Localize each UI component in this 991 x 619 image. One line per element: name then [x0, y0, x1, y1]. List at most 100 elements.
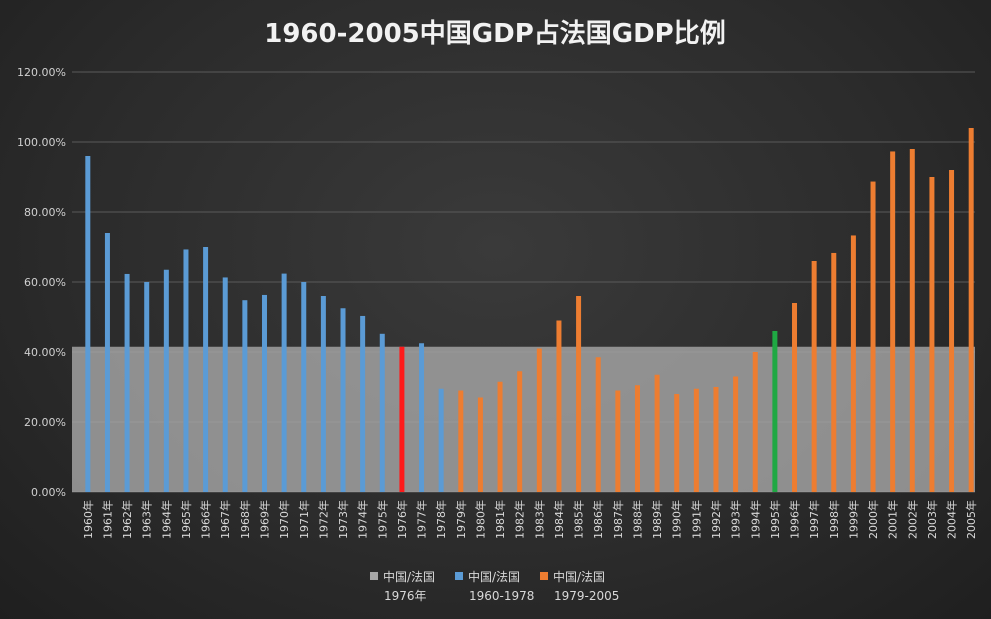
x-tick-label: 1970年: [277, 500, 291, 539]
bar-1983年: [536, 348, 542, 492]
bar-1976年: [399, 346, 405, 492]
bar-1971年: [301, 282, 307, 492]
bar-2000年: [870, 181, 876, 493]
bar-1974年: [360, 315, 366, 492]
bar-1978年: [438, 388, 444, 492]
bar-1993年: [733, 376, 739, 492]
bar-1996年: [792, 303, 798, 492]
x-tick-label: 1977年: [415, 500, 429, 539]
legend-swatch: [370, 572, 378, 580]
legend: 中国/法国 1976年 中国/法国 1960-1978 中国/法国 1979-2005: [370, 569, 619, 603]
bar-1967年: [222, 277, 228, 492]
bar-2002年: [909, 149, 915, 492]
x-tick-label: 1969年: [257, 500, 271, 539]
x-tick-label: 2002年: [905, 500, 919, 539]
x-tick-label: 1983年: [532, 500, 546, 539]
x-tick-label: 1994年: [748, 500, 762, 539]
bars: [85, 128, 974, 493]
legend-swatch: [540, 572, 548, 580]
bar-1969年: [261, 294, 267, 492]
y-tick-label: 0.00%: [31, 486, 66, 499]
x-tick-label: 2005年: [964, 500, 978, 539]
bar-1970年: [281, 273, 287, 492]
x-tick-label: 2000年: [866, 500, 880, 539]
x-tick-label: 1968年: [238, 500, 252, 539]
bar-1984年: [556, 320, 562, 492]
bar-1985年: [576, 296, 582, 492]
x-tick-label: 1982年: [513, 500, 527, 539]
x-tick-label: 1972年: [316, 500, 330, 539]
x-tick-label: 1975年: [375, 500, 389, 539]
bar-1986年: [595, 357, 601, 492]
x-axis-ticks: 1960年 1961年 1962年 1963年 1964年 1965年 1966年 1967年…: [81, 500, 978, 539]
legend-entry: 中国/法国 1960-1978: [455, 569, 534, 603]
x-tick-label: 1979年: [454, 500, 468, 539]
bar-1960年: [85, 156, 91, 492]
x-tick-label: 2003年: [925, 500, 939, 539]
x-tick-label: 1980年: [473, 500, 487, 539]
bar-1995年: [772, 331, 778, 492]
bar-1977年: [419, 343, 425, 492]
legend-label: 中国/法国: [383, 569, 435, 584]
bar-2001年: [890, 151, 896, 492]
x-tick-label: 1985年: [572, 500, 586, 539]
y-tick-label: 40.00%: [24, 346, 66, 359]
bar-1966年: [203, 247, 209, 492]
x-tick-label: 1997年: [807, 500, 821, 539]
bar-2005年: [968, 128, 974, 492]
legend-label-sub: 1976年: [384, 589, 427, 603]
x-tick-label: 1973年: [336, 500, 350, 539]
x-tick-label: 1996年: [788, 500, 802, 539]
chart-title: 1960-2005中国GDP占法国GDP比例: [264, 19, 725, 49]
bar-1964年: [163, 269, 169, 492]
bar-1980年: [477, 397, 483, 492]
bar-1992年: [713, 387, 719, 492]
legend-label-sub: 1960-1978: [469, 589, 534, 603]
x-tick-label: 1987年: [611, 500, 625, 539]
x-tick-label: 1992年: [709, 500, 723, 539]
x-tick-label: 2004年: [945, 500, 959, 539]
x-tick-label: 1961年: [100, 500, 114, 539]
bar-1975年: [379, 333, 385, 492]
x-tick-label: 1978年: [434, 500, 448, 539]
reference-area: [72, 346, 975, 492]
bar-1990年: [674, 394, 680, 492]
bar-1968年: [242, 300, 248, 492]
x-tick-label: 1984年: [552, 500, 566, 539]
bar-1988年: [634, 385, 640, 492]
legend-entry: 中国/法国 1979-2005: [540, 569, 619, 603]
x-tick-label: 1993年: [729, 500, 743, 539]
bar-1991年: [693, 388, 699, 492]
y-tick-label: 100.00%: [17, 136, 66, 149]
bar-2004年: [949, 170, 955, 492]
x-tick-label: 2001年: [886, 500, 900, 539]
bar-1961年: [104, 233, 110, 492]
bar-1981年: [497, 381, 503, 492]
x-tick-label: 1967年: [218, 500, 232, 539]
x-tick-label: 1963年: [140, 500, 154, 539]
y-tick-label: 20.00%: [24, 416, 66, 429]
bar-2003年: [929, 177, 935, 492]
bar-1997年: [811, 261, 817, 492]
reference-area-fill: [72, 346, 975, 492]
x-tick-label: 1960年: [81, 500, 95, 539]
x-tick-label: 1989年: [650, 500, 664, 539]
bar-1998年: [831, 252, 837, 492]
bar-1999年: [850, 235, 856, 492]
legend-label: 中国/法国: [553, 569, 605, 584]
x-tick-label: 1990年: [670, 500, 684, 539]
bar-1979年: [458, 390, 464, 492]
x-tick-label: 1999年: [846, 500, 860, 539]
y-tick-label: 60.00%: [24, 276, 66, 289]
x-tick-label: 1976年: [395, 500, 409, 539]
bar-1972年: [320, 296, 326, 492]
bar-1987年: [615, 390, 621, 492]
y-tick-label: 120.00%: [17, 66, 66, 79]
x-tick-label: 1962年: [120, 500, 134, 539]
bar-1962年: [124, 273, 130, 492]
x-tick-label: 1998年: [827, 500, 841, 539]
bar-1982年: [517, 371, 523, 492]
x-tick-label: 1995年: [768, 500, 782, 539]
